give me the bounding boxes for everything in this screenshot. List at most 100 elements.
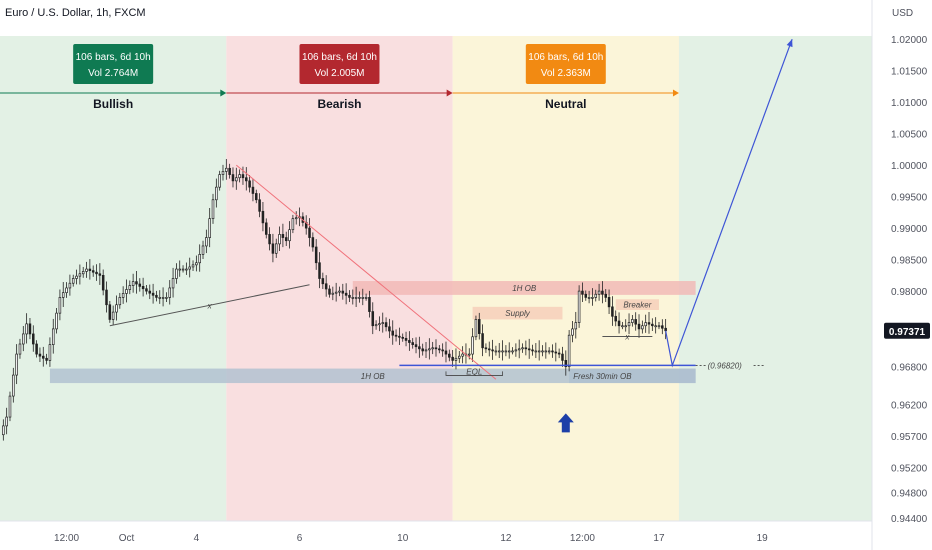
eql-group: EQL — [445, 367, 503, 376]
candle-body — [241, 174, 245, 179]
candle-body — [418, 346, 421, 350]
candle-body — [264, 222, 268, 235]
breaker-box — [615, 299, 659, 310]
candle-body — [324, 283, 328, 290]
zone-label-bullish: Bullish — [93, 97, 133, 111]
candle-body — [451, 356, 454, 361]
eql-bracket — [445, 371, 503, 376]
candle-body — [434, 347, 438, 350]
candle-body — [185, 268, 188, 271]
candle-body — [634, 319, 637, 325]
candle-body — [22, 333, 25, 345]
y-tick-label: 0.95200 — [891, 463, 928, 474]
y-tick-label: 1.00000 — [891, 161, 928, 172]
candle-body — [32, 333, 35, 345]
candle-body — [321, 278, 325, 285]
fresh-30min-ob-label: Fresh 30min OB — [573, 372, 632, 381]
candle-body — [111, 311, 115, 320]
bullish-trendline-x — [109, 284, 310, 327]
candle-body — [118, 297, 122, 306]
candle-body — [248, 180, 251, 188]
supply-group: Supply — [472, 306, 563, 320]
candle-body — [611, 306, 614, 317]
candle-body — [58, 297, 62, 314]
candle-body — [514, 349, 518, 352]
candle-body — [141, 286, 145, 290]
candle-body — [441, 349, 444, 352]
candle-body — [101, 275, 105, 291]
candle-body — [311, 237, 315, 248]
stats-volume: Vol 2.005M — [314, 68, 364, 79]
candle-body — [581, 290, 584, 295]
candle-body — [521, 347, 524, 350]
y-tick-label: 0.95700 — [891, 432, 928, 443]
candle-body — [641, 325, 644, 330]
candle-body — [621, 325, 624, 328]
candle-body — [258, 199, 261, 212]
x-tick-label: 12 — [500, 533, 512, 544]
candle-body — [125, 289, 128, 294]
zone-bg-after — [678, 36, 872, 521]
candle-body — [284, 237, 288, 242]
candle-body — [631, 319, 634, 323]
candle-body — [105, 289, 108, 306]
candle-body — [128, 285, 132, 290]
candle-body — [561, 353, 564, 361]
candle-body — [551, 350, 554, 353]
candle-body — [314, 246, 318, 264]
y-tick-label: 0.99500 — [891, 193, 928, 204]
candle-body — [401, 336, 404, 339]
candle-body — [644, 322, 647, 327]
candle-body — [487, 348, 491, 351]
candle-body — [554, 351, 558, 354]
candle-body — [571, 328, 574, 336]
candle-body — [238, 174, 241, 179]
zone-bg-neutral — [452, 36, 679, 521]
candle-body — [358, 297, 361, 299]
candle-body — [384, 322, 388, 328]
x-tick-label: 12:00 — [54, 533, 79, 544]
candle-body — [398, 335, 401, 338]
candle-body — [614, 315, 617, 322]
stats-bars: 106 bars, 6d 10h — [528, 52, 603, 63]
candle-body — [145, 288, 148, 292]
fresh-30min-ob-box — [569, 368, 696, 384]
x-tick-label: 4 — [194, 533, 200, 544]
candle-body — [25, 323, 28, 335]
candle-body — [448, 353, 451, 358]
candle-body — [428, 348, 431, 351]
candle-body — [471, 336, 474, 355]
candle-body — [408, 340, 411, 343]
candle-body — [131, 281, 135, 286]
zone-neutral: Neutral 106 bars, 6d 10h Vol 2.363M — [452, 44, 679, 111]
y-tick-label: 0.96800 — [891, 363, 928, 374]
candle-body — [654, 325, 657, 328]
price-axis: USD 1.02000 1.01500 1.01000 1.00500 1.00000 0.… — [871, 0, 930, 550]
stats-volume: Vol 2.363M — [541, 68, 591, 79]
x-tick-label: 17 — [653, 533, 665, 544]
candle-body — [121, 293, 125, 298]
candle-body — [245, 177, 248, 182]
candle-body — [225, 167, 228, 172]
up-arrow-icon — [557, 413, 574, 433]
candle-body — [155, 294, 158, 298]
y-tick-label: 1.01500 — [891, 67, 928, 78]
candle-body — [91, 270, 95, 273]
candle-body — [188, 266, 191, 270]
candle-body — [394, 334, 398, 337]
candle-body — [65, 287, 68, 294]
candle-body — [288, 229, 291, 242]
candle-body — [547, 350, 551, 353]
candle-body — [584, 293, 588, 298]
candle-body — [424, 349, 428, 352]
candle-body — [191, 264, 195, 268]
candle-body — [95, 271, 98, 275]
candle-body — [371, 311, 375, 327]
stats-box — [73, 44, 154, 84]
zone-bearish: Bearish 106 bars, 6d 10h Vol 2.005M — [226, 44, 453, 111]
candle-body — [541, 350, 544, 353]
zone-arrowhead — [220, 89, 227, 97]
candle-body — [255, 193, 258, 201]
candle-body — [271, 243, 275, 254]
1h-ob-lower-group: 1H OB — [49, 368, 696, 384]
